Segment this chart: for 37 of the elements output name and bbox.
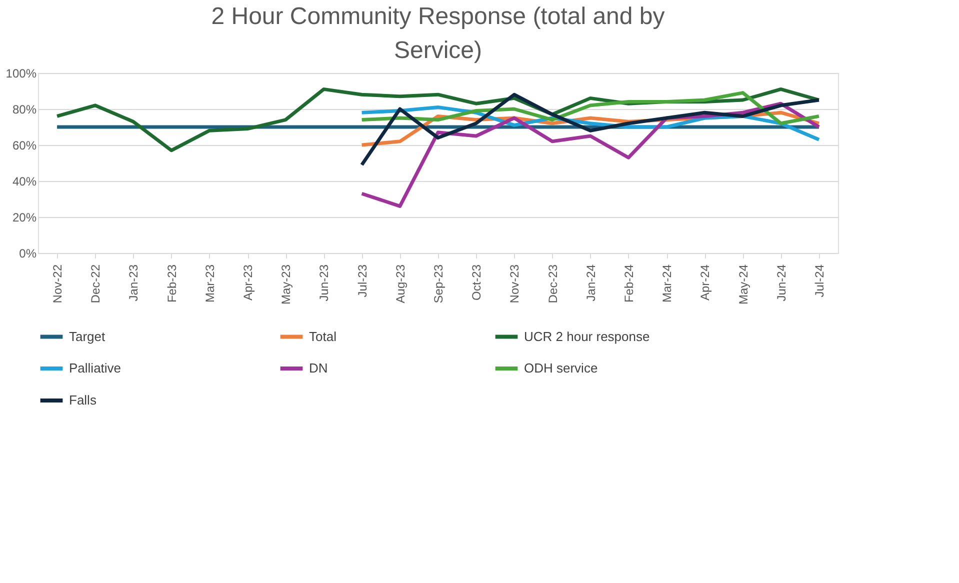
legend-label: Falls: [69, 392, 97, 408]
x-tick-label: May-24: [736, 264, 750, 305]
y-tick-label: 20%: [12, 210, 37, 224]
x-tick-label: Feb-23: [164, 264, 179, 303]
x-tick-label: Jul-24: [812, 264, 826, 298]
x-tick-label: Nov-22: [50, 264, 65, 304]
x-tick-label: Mar-23: [202, 264, 217, 303]
x-tick-label: Jul-23: [355, 264, 370, 298]
x-tick-label: Jun-23: [317, 264, 332, 302]
x-tick-label: Apr-24: [698, 264, 712, 301]
legend-label: UCR 2 hour response: [524, 328, 650, 344]
legend-label: Target: [69, 328, 106, 344]
x-tick-label: Jan-24: [584, 264, 598, 302]
y-tick-label: 60%: [12, 138, 37, 152]
legend-label: Palliative: [69, 360, 122, 376]
legend-label: DN: [309, 360, 328, 376]
x-tick-label: Apr-23: [241, 264, 256, 301]
x-tick-label: May-23: [279, 264, 294, 305]
x-tick-label: Feb-24: [622, 264, 636, 303]
y-tick-label: 40%: [12, 174, 37, 188]
legend-label: ODH service: [524, 360, 598, 376]
x-tick-label: Jan-23: [126, 264, 141, 302]
x-tick-label: Oct-23: [470, 264, 484, 301]
x-tick-label: Nov-23: [508, 264, 522, 304]
x-tick-label: Dec-22: [88, 264, 103, 304]
y-tick-label: 80%: [12, 102, 37, 116]
y-tick-label: 0%: [19, 246, 37, 260]
x-tick-label: Dec-23: [546, 264, 560, 304]
legend-label: Total: [309, 328, 337, 344]
chart-title: 2 Hour Community Response (total and by Service): [211, 3, 665, 64]
line-series: [360, 91, 821, 126]
x-tick-label: Sep-23: [432, 264, 446, 304]
line-series: [360, 92, 821, 167]
y-tick-label: 100%: [6, 66, 37, 80]
x-tick-label: Aug-23: [393, 264, 408, 304]
x-tick-label: Mar-24: [660, 264, 674, 303]
x-tick-label: Jun-24: [774, 264, 788, 302]
